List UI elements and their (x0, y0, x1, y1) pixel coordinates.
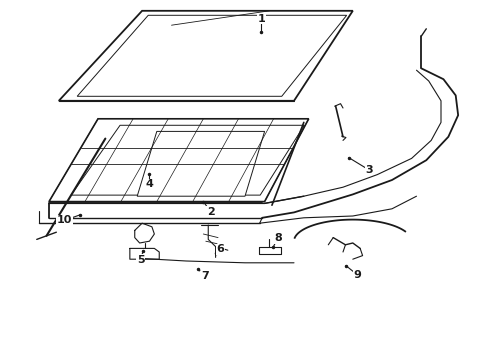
Text: 10: 10 (57, 215, 73, 225)
Text: 5: 5 (137, 255, 145, 265)
Text: 9: 9 (354, 270, 362, 280)
Text: 7: 7 (201, 271, 209, 282)
Polygon shape (59, 11, 353, 101)
Text: 1: 1 (257, 14, 265, 24)
Polygon shape (49, 119, 309, 202)
Text: 3: 3 (365, 165, 373, 175)
Text: 2: 2 (207, 207, 215, 217)
Text: 8: 8 (274, 233, 282, 243)
Text: 6: 6 (217, 244, 224, 254)
Polygon shape (137, 131, 265, 196)
Text: 4: 4 (146, 179, 153, 189)
